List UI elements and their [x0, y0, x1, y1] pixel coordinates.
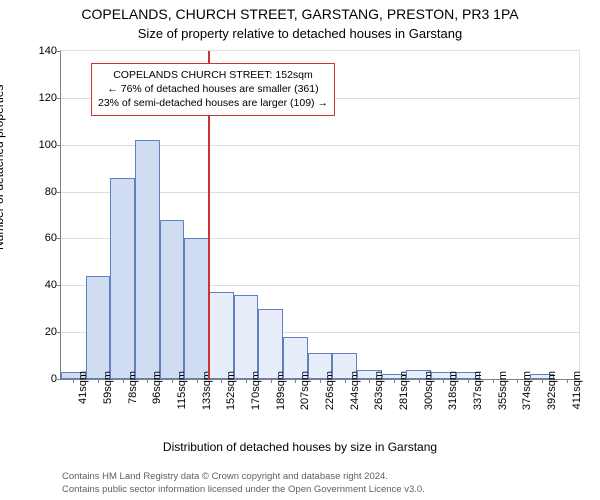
x-axis-label: Distribution of detached houses by size … — [0, 440, 600, 454]
footer-line2: Contains public sector information licen… — [62, 484, 425, 496]
y-tick-mark — [57, 51, 61, 52]
x-tick-mark — [295, 379, 296, 383]
x-tick-mark — [172, 379, 173, 383]
histogram-bar — [135, 140, 160, 379]
x-tick-mark — [468, 379, 469, 383]
y-tick-mark — [57, 98, 61, 99]
x-tick-mark — [197, 379, 198, 383]
y-tick-mark — [57, 238, 61, 239]
y-tick-label: 20 — [27, 326, 57, 338]
x-tick-mark — [542, 379, 543, 383]
histogram-bar — [110, 178, 135, 379]
chart-title-main: COPELANDS, CHURCH STREET, GARSTANG, PRES… — [0, 6, 600, 22]
y-tick-mark — [57, 379, 61, 380]
x-tick-mark — [443, 379, 444, 383]
x-tick-mark — [73, 379, 74, 383]
y-tick-mark — [57, 145, 61, 146]
x-tick-mark — [123, 379, 124, 383]
histogram-bar — [209, 292, 234, 379]
y-tick-label: 40 — [27, 279, 57, 291]
histogram-bar — [184, 238, 209, 379]
annotation-box: COPELANDS CHURCH STREET: 152sqm← 76% of … — [91, 63, 335, 116]
histogram-bar — [86, 276, 111, 379]
x-tick-mark — [517, 379, 518, 383]
x-tick-mark — [320, 379, 321, 383]
chart-title-sub: Size of property relative to detached ho… — [0, 26, 600, 41]
x-tick-mark — [369, 379, 370, 383]
y-tick-label: 80 — [27, 186, 57, 198]
x-tick-label: 355sqm — [497, 371, 509, 419]
histogram-bar — [258, 309, 283, 379]
y-tick-label: 140 — [27, 45, 57, 57]
x-tick-mark — [493, 379, 494, 383]
annotation-line1: COPELANDS CHURCH STREET: 152sqm — [98, 68, 328, 82]
x-tick-mark — [567, 379, 568, 383]
x-tick-label: 411sqm — [571, 371, 583, 419]
x-tick-label: 337sqm — [472, 371, 484, 419]
x-tick-mark — [246, 379, 247, 383]
x-tick-mark — [147, 379, 148, 383]
annotation-line3: 23% of semi-detached houses are larger (… — [98, 96, 328, 110]
y-tick-mark — [57, 332, 61, 333]
histogram-bar — [160, 220, 185, 379]
chart-plot-area: 02040608010012014041sqm59sqm78sqm96sqm11… — [60, 50, 580, 380]
x-tick-mark — [394, 379, 395, 383]
y-tick-label: 60 — [27, 232, 57, 244]
x-tick-mark — [98, 379, 99, 383]
x-tick-mark — [419, 379, 420, 383]
y-axis-label: Number of detached properties — [0, 85, 6, 250]
annotation-line2: ← 76% of detached houses are smaller (36… — [98, 82, 328, 96]
y-tick-label: 100 — [27, 139, 57, 151]
y-tick-label: 0 — [27, 373, 57, 385]
x-tick-label: 392sqm — [546, 371, 558, 419]
y-tick-label: 120 — [27, 92, 57, 104]
footer-attribution: Contains HM Land Registry data © Crown c… — [62, 471, 425, 496]
x-tick-mark — [221, 379, 222, 383]
footer-line1: Contains HM Land Registry data © Crown c… — [62, 471, 425, 483]
y-tick-mark — [57, 285, 61, 286]
x-tick-mark — [345, 379, 346, 383]
y-tick-mark — [57, 192, 61, 193]
histogram-bar — [234, 295, 259, 379]
x-tick-mark — [271, 379, 272, 383]
